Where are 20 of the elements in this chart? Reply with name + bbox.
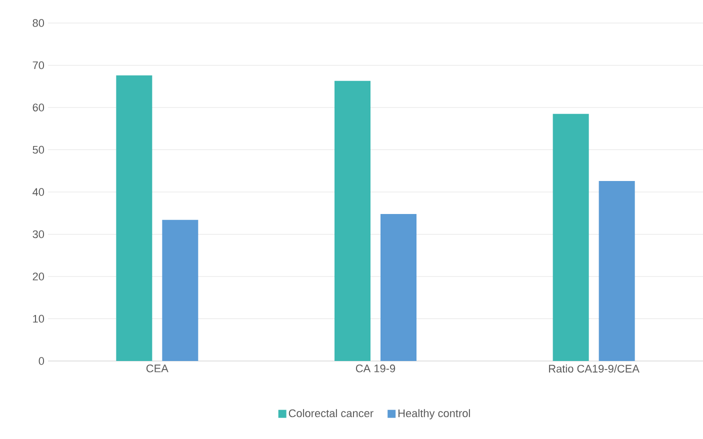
- y-tick-label: 80: [32, 19, 44, 27]
- y-tick-label: 60: [32, 104, 44, 112]
- bar: [598, 181, 635, 361]
- bar: [116, 75, 152, 361]
- bar: [380, 214, 417, 361]
- y-tick-label: 20: [32, 272, 44, 280]
- x-tick-label: Ratio CA19-9/CEA: [549, 364, 640, 373]
- y-tick-label: 30: [32, 230, 44, 238]
- legend-label: Healthy control: [398, 409, 470, 420]
- y-tick-label: 10: [33, 314, 44, 323]
- legend-label: Colorectal cancer: [288, 409, 374, 418]
- bar: [334, 80, 371, 361]
- bar: [162, 220, 198, 361]
- x-tick-label: CEA: [146, 364, 168, 372]
- y-tick-label: 70: [32, 61, 44, 70]
- y-tick-label: 0: [38, 357, 44, 365]
- bar: [552, 114, 589, 361]
- y-tick-label: 50: [32, 146, 44, 154]
- x-tick-label: CA 19-9: [356, 364, 396, 372]
- y-tick-label: 40: [32, 188, 44, 196]
